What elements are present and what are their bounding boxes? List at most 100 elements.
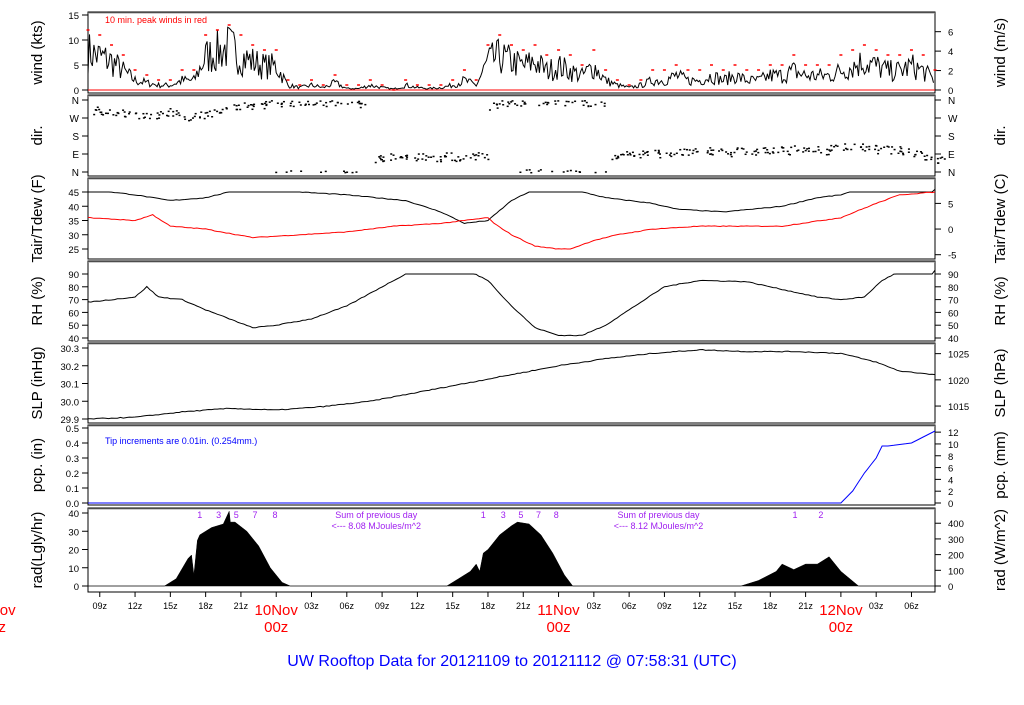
y-axis-label: RH (%) [29, 276, 46, 325]
wind-dir-point [836, 145, 839, 147]
wind-dir-point [710, 149, 713, 152]
wind-dir-point [360, 102, 363, 105]
y-tick-label-right: 6 [948, 28, 953, 39]
wind-dir-point [659, 156, 662, 159]
wind-dir-point [790, 146, 793, 149]
wind-dir-point [175, 113, 178, 116]
rad-hour-mark: 5 [518, 510, 523, 520]
y-tick-label-right: 0 [948, 499, 953, 510]
y-tick-label: 40 [68, 334, 79, 345]
wind-dir-point [611, 158, 614, 161]
wind-dir-point [329, 100, 332, 103]
wind-dir-point [355, 171, 358, 173]
wind-dir-point [292, 105, 295, 108]
wind-dir-point [865, 146, 868, 148]
wind-dir-point [585, 101, 588, 104]
wind-dir-point [445, 152, 448, 154]
wind-dir-point [766, 149, 769, 151]
wind-dir-point [299, 104, 302, 106]
wind-dir-point [827, 153, 830, 156]
wind-dir-point [156, 117, 159, 120]
wind-dir-point [135, 112, 138, 114]
wind-dir-point [829, 150, 832, 152]
wind-dir-point [289, 105, 292, 107]
wind-dir-point [406, 154, 409, 157]
wind-dir-point [483, 156, 486, 159]
y-tick-label: W [70, 114, 80, 125]
wind-dir-point [542, 102, 545, 105]
x-tick-label: 09z [93, 601, 108, 611]
x-tick-label: 18z [481, 601, 496, 611]
y-tick-label: 30 [68, 231, 79, 242]
wind-dir-point [633, 154, 636, 157]
wind-dir-point [862, 143, 865, 145]
wind-dir-point [923, 155, 926, 157]
wind-dir-point [475, 154, 478, 156]
wind-dir-point [691, 152, 694, 155]
y-tick-label-right: 12 [948, 428, 959, 439]
wind-dir-point [868, 148, 871, 151]
wind-dir-point [128, 111, 131, 113]
wind-dir-point [307, 100, 310, 103]
x-tick-label: 06z [340, 601, 355, 611]
wind-dir-point [771, 151, 774, 153]
wind-speed-line [87, 26, 934, 90]
wind-dir-point [658, 153, 661, 155]
wind-dir-point [916, 150, 919, 153]
wind-dir-point [351, 171, 354, 174]
wind-dir-point [657, 149, 660, 152]
y-axis-label: rad(Lgly/hr) [29, 512, 46, 589]
y-tick-label-right: 400 [948, 519, 964, 530]
pcp-annotation: Tip increments are 0.01in. (0.254mm.) [105, 436, 257, 446]
wind-dir-point [899, 150, 902, 152]
wind-dir-point [199, 116, 202, 119]
wind-dir-point [721, 149, 724, 152]
wind-dir-point [914, 153, 917, 156]
y-tick-label-right: 40 [948, 334, 959, 345]
wind-dir-point [406, 156, 409, 158]
wind-dir-point [508, 102, 511, 105]
wind-dir-point [538, 104, 541, 107]
wind-dir-point [436, 160, 439, 163]
panel-wind: 0 5 10 15 0 2 4 6 wind (kts) wind (m/s) 10 min. pe… [29, 11, 1009, 97]
wind-dir-point [844, 147, 847, 150]
wind-dir-point [907, 151, 910, 153]
wind-dir-point [472, 153, 475, 155]
wind-dir-point [709, 153, 712, 155]
panel-temp: 25 30 35 40 45 -5 0 5 Tair/Tdew (F) Tair/Tdew (C) [29, 173, 1009, 263]
wind-dir-point [194, 112, 197, 115]
y-tick-label-right: W [948, 114, 958, 125]
wind-dir-point [106, 112, 109, 115]
wind-dir-point [511, 100, 514, 102]
y-tick-label-right: 0 [948, 225, 953, 236]
y-axis-label: Tair/Tdew (F) [29, 174, 46, 262]
wind-dir-point [514, 103, 517, 105]
wind-dir-point [276, 102, 279, 104]
wind-dir-point [263, 107, 266, 110]
wind-dir-point [742, 148, 745, 150]
wind-dir-point [344, 171, 347, 174]
wind-dir-point [496, 107, 499, 109]
wind-dir-point [379, 157, 382, 160]
wind-dir-point [537, 170, 540, 172]
wind-dir-point [842, 149, 845, 151]
wind-dir-point [421, 158, 424, 160]
wind-dir-point [900, 147, 903, 150]
x-tick-label: 12z [692, 601, 707, 611]
wind-dir-point [581, 100, 584, 102]
wind-dir-point [745, 151, 748, 153]
wind-dir-point [178, 114, 181, 117]
y-axis-label-right: wind (m/s) [992, 18, 1009, 88]
wind-dir-point [546, 103, 549, 106]
wind-dir-point [477, 154, 480, 157]
wind-dir-point [315, 102, 318, 104]
y-tick-label-right: 1020 [948, 376, 969, 387]
wind-dir-point [188, 119, 191, 122]
y-tick-label: 60 [68, 308, 79, 319]
wind-dir-point [374, 161, 377, 164]
y-tick-label-right: 80 [948, 283, 959, 294]
wind-dir-point [564, 104, 567, 107]
wind-dir-point [486, 154, 489, 156]
y-tick-label: 15 [68, 11, 79, 22]
